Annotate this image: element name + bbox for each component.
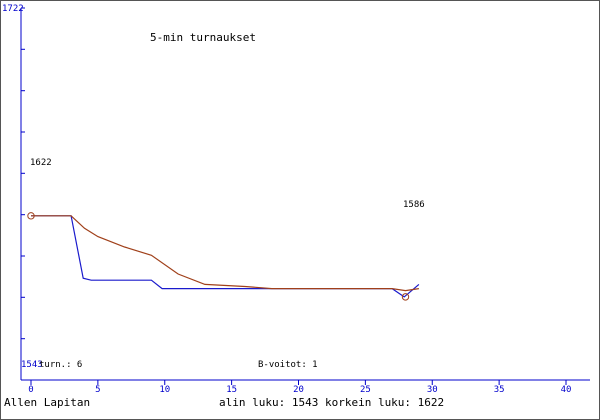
point-annotation: 1622	[30, 158, 52, 168]
series-line-1	[31, 215, 420, 298]
y-ticks	[21, 7, 25, 381]
x-tick-label: 35	[494, 385, 505, 395]
y-min-label: 1543	[21, 360, 43, 370]
turn-count-label: turn.: 6	[39, 360, 82, 370]
point-marker	[27, 212, 35, 220]
wins-label: B-voitot: 1	[258, 360, 318, 370]
x-tick-label: 10	[159, 385, 170, 395]
chart-title: 5-min turnaukset	[150, 31, 256, 44]
x-tick-label: 40	[561, 385, 572, 395]
x-tick-label: 5	[95, 385, 100, 395]
series-line-2	[31, 215, 419, 292]
point-marker	[401, 293, 410, 301]
point-annotation: 1586	[403, 200, 425, 210]
player-name: Allen Lapitan	[4, 396, 91, 409]
y-max-label: 1722	[2, 4, 24, 14]
x-tick-label: 0	[28, 385, 33, 395]
x-tick-label: 25	[360, 385, 371, 395]
x-tick-label: 20	[293, 385, 304, 395]
series-group	[31, 215, 420, 298]
x-tick-label: 30	[427, 385, 438, 395]
rating-range: alin luku: 1543 korkein luku: 1622	[219, 396, 445, 409]
x-tick-label: 15	[226, 385, 237, 395]
x-ticks: 0 5 10 15 20 25 30 35 40	[28, 380, 571, 395]
annotations: 1622 1586	[27, 158, 425, 301]
